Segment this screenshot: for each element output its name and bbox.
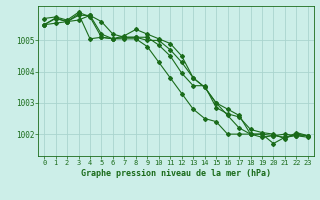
X-axis label: Graphe pression niveau de la mer (hPa): Graphe pression niveau de la mer (hPa) — [81, 169, 271, 178]
